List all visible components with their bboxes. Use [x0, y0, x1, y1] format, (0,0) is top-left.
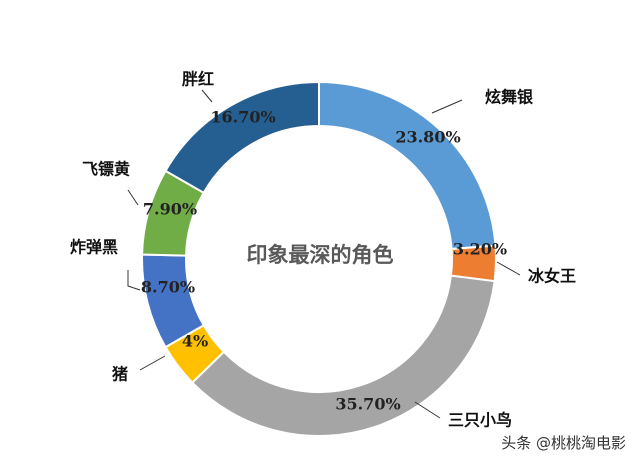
slice-1	[318, 80, 497, 251]
leader-line-1	[431, 99, 463, 114]
category-label-3: 三只小鸟	[448, 411, 512, 430]
leader-line-7	[201, 89, 213, 103]
value-labels: 23.80% 3.20% 35.70% 4% 8.70% 7.90% 16.70%	[141, 108, 507, 414]
category-label-6: 飞镖黄	[82, 160, 130, 179]
category-label-1: 炫舞银	[485, 88, 534, 107]
leader-line-2	[496, 261, 521, 276]
value-label-2: 3.20%	[453, 240, 507, 259]
leader-line-5	[127, 270, 141, 291]
leader-line-3	[414, 401, 441, 419]
value-label-7: 16.70%	[210, 108, 275, 127]
donut-slices	[141, 80, 497, 437]
category-label-2: 冰女王	[528, 267, 576, 286]
category-label-5: 炸弹黑	[70, 238, 118, 257]
leader-line-4	[139, 355, 166, 371]
slice-7	[164, 80, 320, 195]
watermark: 头条 @桃桃淘电影	[501, 434, 626, 452]
value-label-5: 8.70%	[141, 278, 195, 297]
leader-lines	[127, 89, 521, 419]
value-label-1: 23.80%	[395, 128, 460, 147]
leader-line-6	[127, 189, 139, 206]
value-label-4: 4%	[182, 332, 208, 351]
value-label-3: 35.70%	[335, 395, 400, 414]
value-label-6: 7.90%	[143, 200, 197, 219]
category-label-7: 胖红	[182, 70, 214, 89]
chart-title: 印象最深的角色	[247, 243, 394, 267]
category-label-4: 猪	[111, 365, 128, 384]
